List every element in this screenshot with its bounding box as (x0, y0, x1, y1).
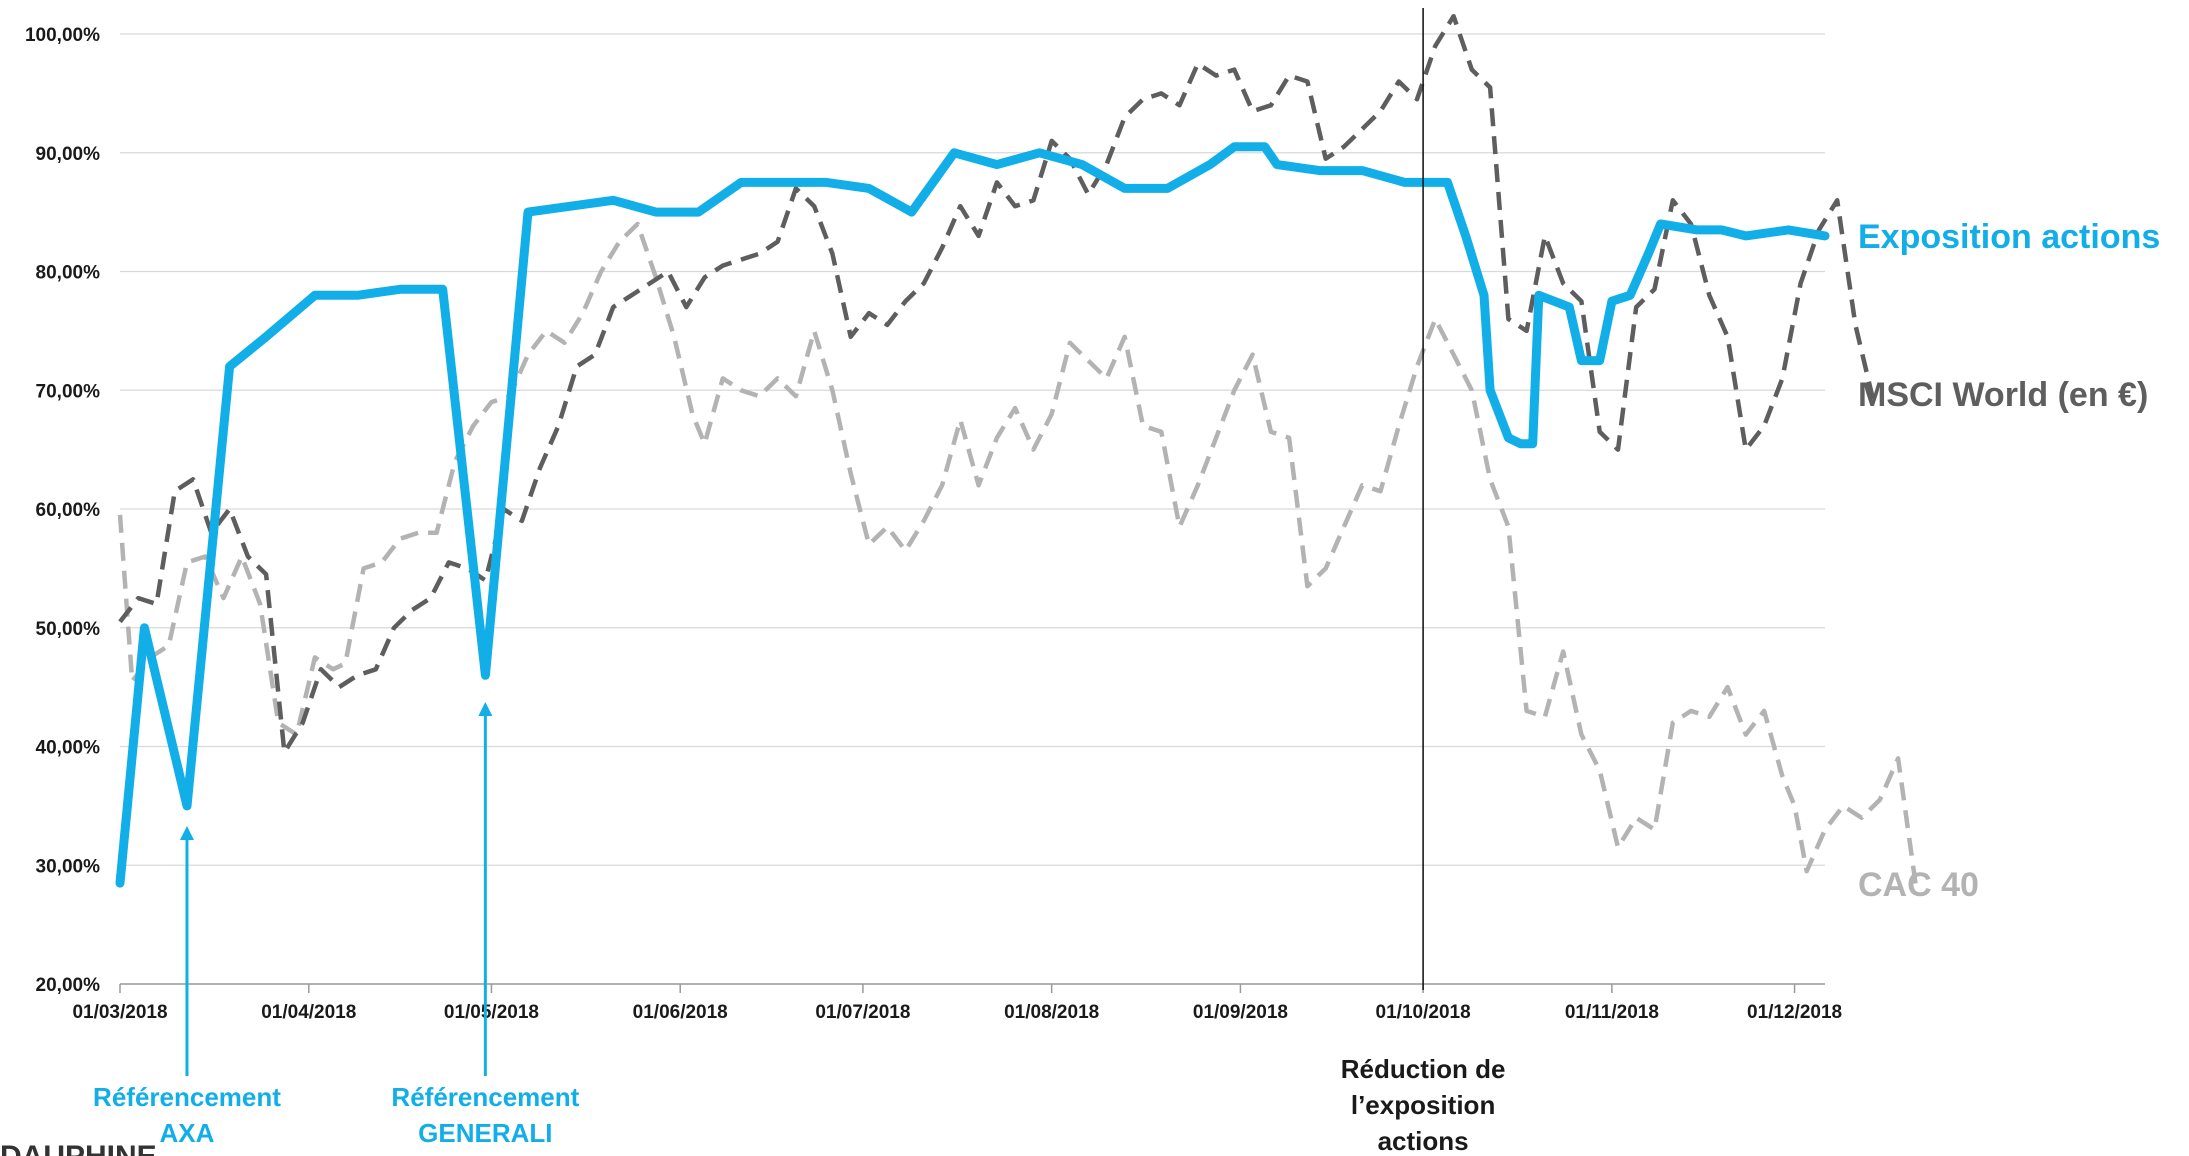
annotation-text: l’exposition (1351, 1090, 1495, 1120)
y-tick-label: 80,00% (36, 263, 101, 284)
annotation-text: AXA (160, 1118, 215, 1148)
y-tick-label: 40,00% (36, 738, 101, 759)
x-tick-label: 01/03/2018 (72, 1002, 167, 1023)
series-line-cac-40 (117, 221, 1919, 890)
annotation-text: Référencement (391, 1082, 579, 1112)
x-tick-label: 01/08/2018 (1004, 1002, 1099, 1023)
legend-label: MSCI World (en €) (1858, 376, 2148, 414)
annotation-text: GENERALI (418, 1118, 552, 1148)
series-line-exposition-actions (115, 142, 1830, 888)
series-group (115, 13, 1919, 890)
y-tick-label: 90,00% (36, 144, 101, 165)
x-tick-label: 01/05/2018 (444, 1002, 539, 1023)
y-tick-label: 20,00% (36, 975, 101, 996)
y-tick-label: 60,00% (36, 500, 101, 521)
footer-fragment: DAUPHINE (0, 1140, 157, 1156)
series-labels: CAC 40 MSCI World (en €) Exposition action… (1858, 218, 2160, 904)
y-tick-label: 70,00% (36, 381, 101, 402)
y-tick-label: 100,00% (25, 25, 100, 46)
annotations: Référencement AXA Référencement GENERALI Réd… (93, 8, 1505, 1156)
axes: 20,00% 30,00% 40,00% 50,00% 60,00% 70,00% 80,0… (25, 25, 1842, 1023)
y-tick-label: 50,00% (36, 619, 101, 640)
arrow-head-icon (179, 826, 194, 840)
annotation-text: Référencement (93, 1082, 281, 1112)
annotation-text: actions (1378, 1126, 1469, 1156)
arrow-head-icon (478, 702, 493, 716)
x-tick-label: 01/10/2018 (1376, 1002, 1471, 1023)
x-tick-label: 01/11/2018 (1565, 1002, 1659, 1023)
legend-label: CAC 40 (1858, 866, 1979, 904)
annotation-text: Réduction de (1341, 1054, 1506, 1084)
grid-lines (120, 33, 1825, 985)
x-tick-label: 01/07/2018 (815, 1002, 910, 1023)
x-tick-label: 01/09/2018 (1193, 1002, 1288, 1023)
x-tick-label: 01/04/2018 (261, 1002, 356, 1023)
x-tick-label: 01/12/2018 (1747, 1002, 1842, 1023)
series-line-msci-world-en (118, 13, 1876, 755)
legend-label: Exposition actions (1858, 218, 2160, 256)
y-tick-label: 30,00% (36, 856, 101, 877)
x-tick-label: 01/06/2018 (633, 1002, 728, 1023)
